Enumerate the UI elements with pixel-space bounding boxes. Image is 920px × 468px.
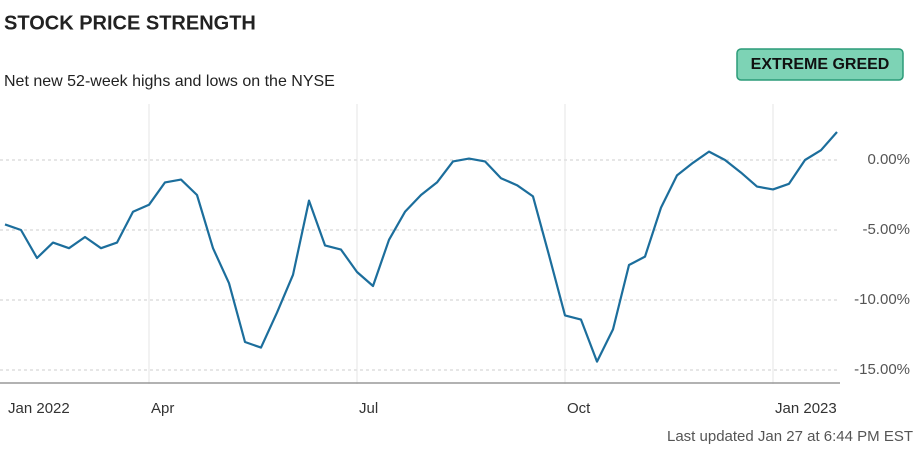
y-tick-label: -15.00% (854, 361, 910, 378)
x-tick-label: Jan 2023 (775, 400, 837, 417)
chart-subtitle: Net new 52-week highs and lows on the NY… (4, 73, 335, 90)
chart-title: STOCK PRICE STRENGTH (4, 12, 256, 34)
rating-label: EXTREME GREED (751, 56, 890, 73)
rating-badge (736, 48, 904, 81)
x-tick-label: Jul (359, 400, 378, 417)
y-tick-label: -10.00% (854, 291, 910, 308)
x-tick-label: Apr (151, 400, 174, 417)
y-tick-label: -5.00% (862, 221, 910, 238)
x-tick-label: Jan 2022 (8, 400, 70, 417)
footer: Last updated Jan 27 at 6:44 PM EST (667, 428, 913, 445)
x-tick-label: Oct (567, 400, 591, 417)
line (4, 131, 838, 363)
y-tick-label: 0.00% (867, 151, 910, 168)
